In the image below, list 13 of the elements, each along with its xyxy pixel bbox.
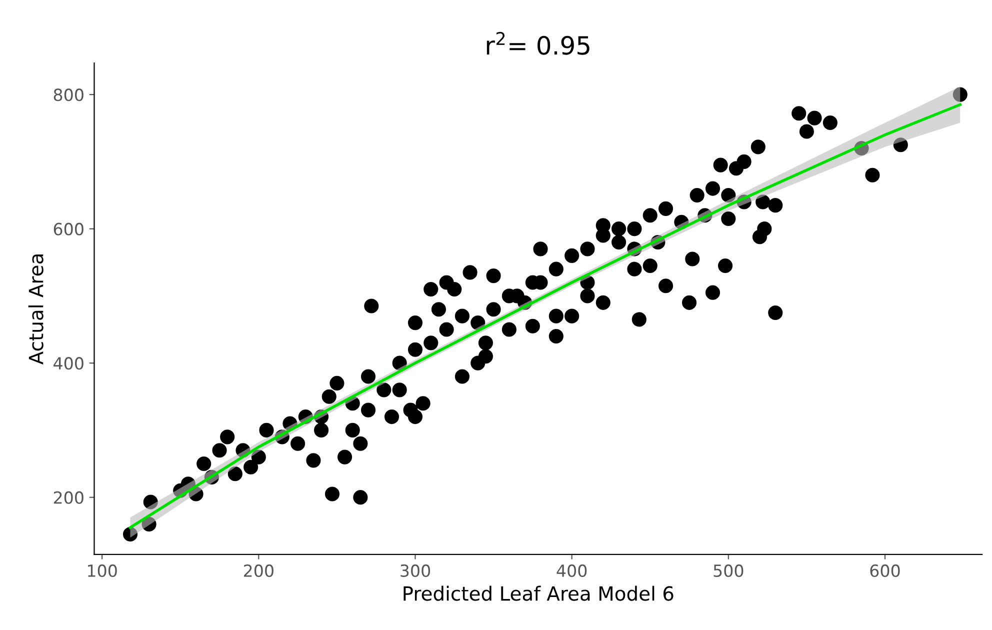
x-tick-label: 600 (870, 564, 900, 578)
x-tick-label: 200 (244, 564, 274, 578)
chart-title: r$^{2}$= 0.95 (486, 32, 590, 55)
x-tick-label: 300 (400, 564, 430, 578)
y-tick-label: 400 (54, 357, 84, 370)
y-tick-label: 800 (54, 88, 84, 102)
x-tick-label: 400 (556, 564, 587, 578)
y-tick-label: 600 (54, 222, 84, 236)
x-tick-label: 500 (714, 564, 744, 578)
x-tick-label: 100 (88, 564, 117, 578)
y-axis-title: Actual Area (28, 254, 44, 364)
y-tick-label: 200 (54, 491, 84, 504)
x-axis-title: Predicted Leaf Area Model 6 (404, 586, 674, 601)
